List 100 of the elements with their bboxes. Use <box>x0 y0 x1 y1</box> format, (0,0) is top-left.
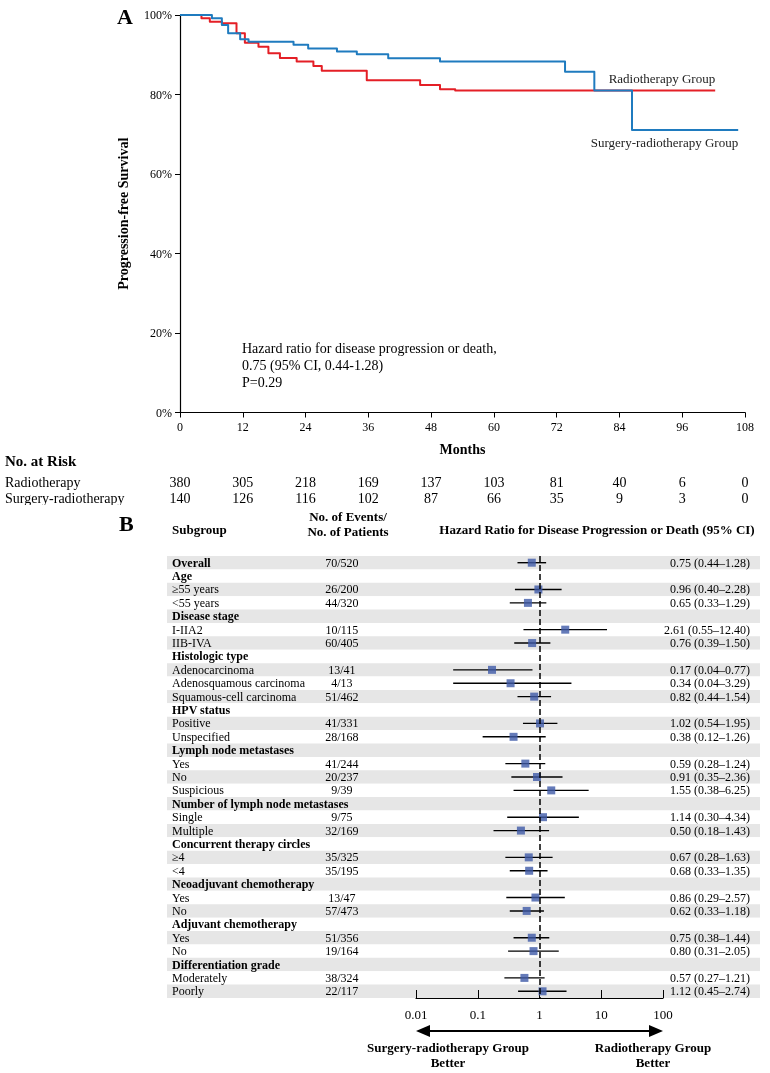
data-label: 0.96 (0.40–2.28) <box>669 582 750 597</box>
text: 0 <box>741 490 749 506</box>
text: 305 <box>232 474 254 490</box>
y-tick-label: Neoadjuvant chemotherapy <box>172 877 315 892</box>
y-tick-label: Yes <box>172 890 190 905</box>
text: 70/520 <box>325 555 359 570</box>
text: 41/331 <box>325 716 359 731</box>
y-tick-label: Yes <box>172 930 190 945</box>
data-label: 0.34 (0.04–3.29) <box>669 676 750 691</box>
point <box>523 598 532 607</box>
y-tick-label: IIB-IVA <box>172 636 213 651</box>
series-label: Radiotherapy Group <box>608 70 716 86</box>
data-label: 0.76 (0.39–1.50) <box>669 636 750 651</box>
x-tick-label: 0.1 <box>469 1007 486 1022</box>
y-tick-label: Yes <box>172 756 190 771</box>
text: Radiotherapy <box>5 474 81 490</box>
text: B <box>119 510 134 536</box>
text: 140 <box>169 490 191 506</box>
text: 35/195 <box>325 863 359 878</box>
text: 66 <box>486 490 501 506</box>
y-tick-label: ≥55 years <box>172 582 220 597</box>
y-tick-label: Unspecified <box>172 729 230 744</box>
x-tick-label: 1 <box>536 1007 543 1022</box>
data-label: 2.61 (0.55–12.40) <box>663 622 750 637</box>
x-tick-label: 24 <box>299 419 312 434</box>
y-tick-label: <55 years <box>172 595 220 610</box>
x-tick-label: 84 <box>613 419 626 434</box>
y-tick-label: 80% <box>150 87 172 102</box>
text: 20/237 <box>325 770 359 784</box>
y-tick-label: 60% <box>150 167 172 181</box>
text: Surgery-radiotherapy Group Better <box>367 1040 529 1070</box>
text: 44/320 <box>325 595 359 610</box>
data-label: 0.68 (0.33–1.35) <box>669 863 750 878</box>
y-tick-label: Poorly <box>172 984 205 999</box>
text: 57/473 <box>325 903 359 918</box>
text: Radiotherapy Group Better <box>594 1040 712 1070</box>
point <box>522 906 531 915</box>
y-tick-label: Overall <box>172 555 212 570</box>
x-tick-label: 60 <box>487 419 500 434</box>
text: 380 <box>169 474 191 490</box>
y-tick-label: Single <box>172 810 203 825</box>
text: 6 <box>678 474 686 490</box>
y-tick-label: HPV status <box>172 703 231 718</box>
y-tick-label: Adenosquamous carcinoma <box>172 676 306 691</box>
point <box>530 692 539 701</box>
point <box>524 853 533 862</box>
data-label: 0.75 (0.38–1.44) <box>669 930 750 945</box>
y-tick-label: 0% <box>156 405 172 420</box>
y-axis-title: Progression-free Survival <box>115 137 131 290</box>
chart-subtitle: Hazard Ratio for Disease Progression or Death (95% CI) <box>439 521 755 537</box>
chart-title: A <box>117 3 133 29</box>
data-label: 1.12 (0.45–2.74) <box>669 984 750 999</box>
y-tick-label: No <box>172 770 187 784</box>
text: 26/200 <box>325 582 359 597</box>
y-tick-label: Positive <box>172 716 211 731</box>
y-tick-label: Adjuvant chemotherapy <box>172 917 297 932</box>
text: 102 <box>357 490 379 506</box>
point <box>521 759 530 768</box>
y-tick-label: 40% <box>150 246 172 261</box>
x-tick-label: 36 <box>362 419 375 434</box>
y-tick-label: 100% <box>144 8 172 22</box>
x-tick-label: 48 <box>425 419 438 434</box>
x-tick-label: 10 <box>594 1007 608 1022</box>
y-tick-label: No <box>172 903 187 918</box>
data-label: 0.59 (0.28–1.24) <box>669 756 750 771</box>
data-label: 0.50 (0.18–1.43) <box>669 823 750 838</box>
data-label: 1.14 (0.30–4.34) <box>669 810 750 825</box>
text: No. of Events/ No. of Patients <box>307 509 389 539</box>
text: 22/117 <box>325 984 359 999</box>
text: 32/169 <box>325 823 359 838</box>
text: 13/41 <box>328 662 356 677</box>
text: 9/75 <box>331 810 353 825</box>
data-label: 0.67 (0.28–1.63) <box>669 850 750 865</box>
y-tick-label: Number of lymph node metastases <box>172 796 349 811</box>
y-tick-label: 20% <box>150 326 172 340</box>
text: 51/356 <box>325 930 359 945</box>
x-tick-label: 0 <box>177 419 183 434</box>
series-label: Surgery-radiotherapy Group <box>590 134 739 150</box>
x-tick-label: 96 <box>676 419 689 434</box>
x-axis-title: Months <box>439 442 486 457</box>
x-tick-label: 12 <box>236 419 249 434</box>
text: 169 <box>357 474 379 490</box>
y-tick-label: Suspicious <box>172 783 225 798</box>
text: 218 <box>295 474 317 490</box>
point <box>527 558 536 567</box>
text: 13/47 <box>328 890 356 905</box>
text: 60/405 <box>325 636 359 651</box>
text: 137 <box>420 474 442 490</box>
point <box>527 933 536 942</box>
text: 40 <box>612 474 627 490</box>
y-tick-label: <4 <box>172 863 185 878</box>
y-tick-label: Disease stage <box>172 609 240 624</box>
point <box>528 639 537 648</box>
y-axis-title: Subgroup <box>172 521 227 537</box>
data-label: 1.02 (0.54–1.95) <box>669 716 750 731</box>
data-label: 0.17 (0.04–0.77) <box>669 662 750 677</box>
point <box>529 947 538 956</box>
y-tick-label: Differentiation grade <box>172 957 281 972</box>
data-label: 0.91 (0.35–2.36) <box>669 770 750 784</box>
text: 116 <box>295 490 316 506</box>
